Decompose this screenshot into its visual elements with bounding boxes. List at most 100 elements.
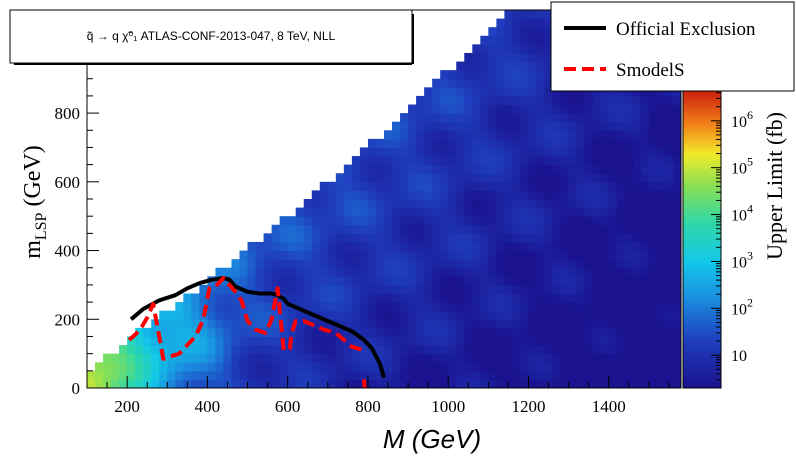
heatmap-cell [520, 18, 530, 28]
heatmap-cell [496, 267, 506, 277]
heatmap-cell [520, 173, 530, 183]
heatmap-cell [456, 362, 465, 372]
heatmap-cell [303, 224, 313, 234]
heatmap-cell [584, 259, 594, 269]
heatmap-cell [448, 336, 457, 346]
heatmap-cell [512, 130, 522, 140]
heatmap-cell [351, 164, 361, 174]
heatmap-cell [408, 353, 417, 363]
heatmap-cell [528, 353, 538, 363]
heatmap-cell [480, 370, 489, 381]
heatmap-cell [424, 250, 433, 260]
heatmap-cell [504, 95, 514, 106]
heatmap-cell [504, 353, 514, 363]
heatmap-cell [271, 224, 281, 234]
heatmap-cell [271, 233, 281, 243]
heatmap-cell [480, 199, 489, 209]
heatmap-cell [496, 27, 506, 37]
heatmap-cell [400, 199, 409, 209]
heatmap-cell [552, 138, 562, 149]
heatmap-cell [552, 181, 562, 192]
heatmap-cell [351, 190, 361, 200]
heatmap-cell [536, 379, 546, 388]
heatmap-cell [536, 345, 546, 355]
heatmap-cell [576, 164, 586, 174]
heatmap-cell [536, 18, 546, 28]
heatmap-cell [496, 121, 506, 131]
heatmap-cell [672, 173, 681, 183]
heatmap-cell [311, 327, 321, 338]
heatmap-cell [552, 345, 562, 355]
heatmap-cell [311, 241, 321, 252]
heatmap-cell [271, 327, 281, 338]
heatmap-cell [496, 78, 506, 88]
heatmap-cell [536, 224, 546, 234]
heatmap-cell [472, 224, 481, 234]
heatmap-cell [335, 293, 345, 303]
heatmap-cell [408, 241, 417, 252]
heatmap-cell [223, 293, 233, 303]
heatmap-cell [311, 284, 321, 295]
heatmap-cell [111, 379, 120, 388]
heatmap-cell [392, 327, 401, 338]
heatmap-cell [440, 87, 449, 97]
heatmap-cell [592, 345, 602, 355]
heatmap-cell [624, 207, 634, 217]
heatmap-cell [448, 121, 457, 131]
heatmap-cell [600, 379, 610, 388]
heatmap-cell [199, 345, 209, 355]
heatmap-cell [440, 250, 449, 260]
heatmap-cell [359, 147, 369, 157]
heatmap-cell [600, 241, 610, 252]
heatmap-cell [159, 336, 168, 346]
heatmap-cell [335, 181, 345, 192]
heatmap-cell [616, 259, 626, 269]
heatmap-cell [440, 327, 449, 338]
heatmap-cell [319, 190, 329, 200]
heatmap-cell [384, 353, 393, 363]
heatmap-cell [632, 156, 642, 166]
heatmap-cell [552, 250, 562, 260]
heatmap-cell [191, 293, 200, 303]
heatmap-cell [576, 293, 586, 303]
heatmap-cell [632, 121, 642, 131]
heatmap-cell [664, 147, 674, 157]
heatmap-cell [335, 353, 345, 363]
heatmap-cell [408, 276, 417, 286]
heatmap-cell [183, 353, 192, 363]
heatmap-cell [359, 207, 369, 217]
heatmap-cell [440, 319, 449, 329]
heatmap-cell [488, 87, 497, 97]
heatmap-cell [624, 284, 634, 295]
heatmap-cell [616, 121, 626, 131]
heatmap-cell [616, 130, 626, 140]
heatmap-cell [472, 267, 481, 277]
heatmap-cell [416, 121, 425, 131]
heatmap-cell [584, 207, 594, 217]
heatmap-cell [287, 241, 297, 252]
heatmap-cell [223, 319, 233, 329]
heatmap-cell [632, 164, 642, 174]
heatmap-cell [536, 104, 546, 114]
heatmap-cell [87, 370, 96, 381]
heatmap-cell [351, 173, 361, 183]
heatmap-cell [560, 173, 570, 183]
heatmap-cell [432, 224, 441, 234]
heatmap-cell [672, 121, 681, 131]
heatmap-cell [416, 181, 425, 192]
heatmap-cell [536, 233, 546, 243]
heatmap-cell [408, 199, 417, 209]
heatmap-cell [263, 302, 273, 312]
heatmap-cell [359, 370, 369, 381]
x-tick-label: 600 [275, 397, 301, 416]
heatmap-cell [504, 35, 514, 45]
heatmap-cell [271, 336, 281, 346]
heatmap-cell [440, 113, 449, 123]
heatmap-cell [247, 353, 257, 363]
heatmap-cell [480, 327, 489, 338]
heatmap-cell [504, 276, 514, 286]
heatmap-cell [552, 319, 562, 329]
heatmap-cell [584, 250, 594, 260]
heatmap-cell [552, 259, 562, 269]
heatmap-cell [416, 370, 425, 381]
